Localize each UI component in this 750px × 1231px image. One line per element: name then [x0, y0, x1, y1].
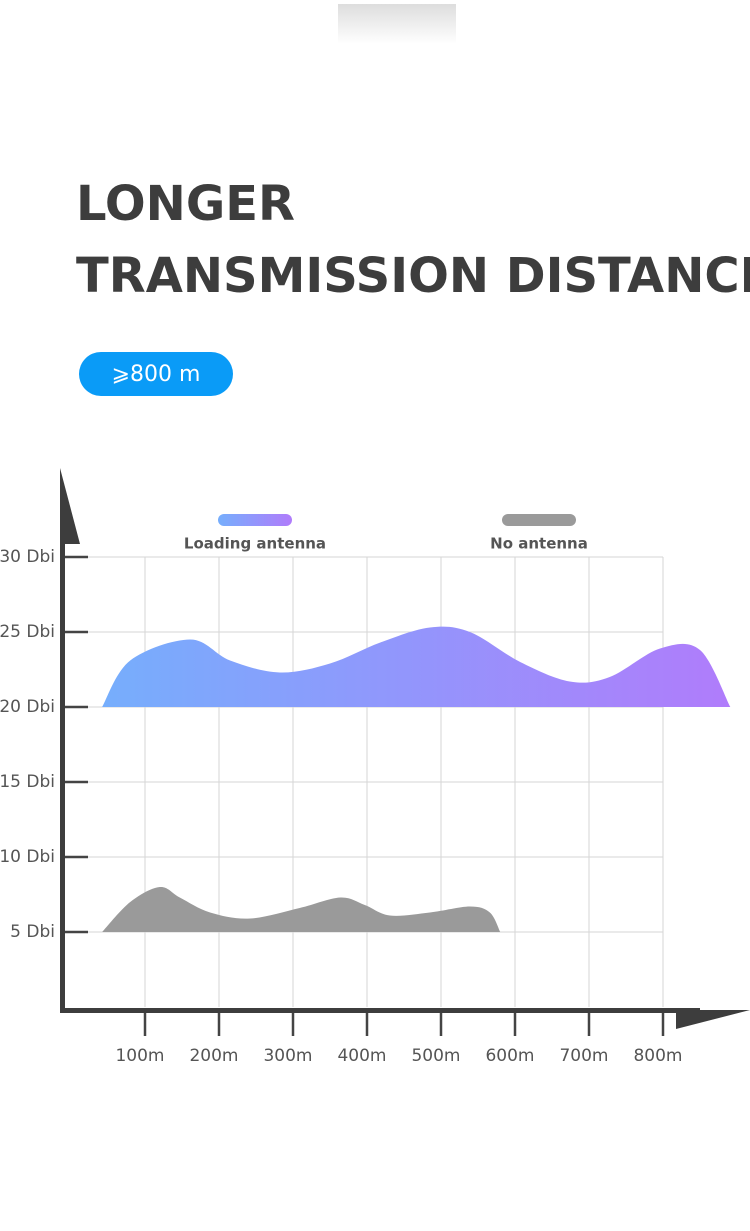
y-tick-label: 5 Dbi [10, 922, 55, 942]
area [102, 886, 501, 932]
x-tick-label: 800m [633, 1046, 682, 1066]
title-line: TRANSMISSION DISTANCE [76, 248, 750, 304]
y-axis-arrow [60, 468, 80, 544]
x-tick-label: 400m [337, 1046, 386, 1066]
x-tick-label: 500m [411, 1046, 460, 1066]
y-tick-label: 15 Dbi [0, 772, 55, 792]
area [102, 626, 731, 707]
badge [79, 352, 233, 396]
y-axis [60, 540, 65, 1010]
legend-swatch [218, 514, 292, 526]
legend-label: Loading antenna [184, 535, 326, 553]
y-tick-label: 10 Dbi [0, 847, 55, 867]
x-tick-label: 200m [189, 1046, 238, 1066]
badge-text: ⩾800 m [112, 362, 201, 387]
x-tick-label: 700m [559, 1046, 608, 1066]
legend-swatch [502, 514, 576, 526]
x-axis [60, 1008, 700, 1013]
y-tick-label: 20 Dbi [0, 697, 55, 717]
x-tick-label: 100m [115, 1046, 164, 1066]
y-tick-label: 25 Dbi [0, 622, 55, 642]
y-tick-label: 30 Dbi [0, 547, 55, 567]
x-tick-label: 300m [263, 1046, 312, 1066]
title-line: LONGER [76, 176, 295, 232]
chart: 5 Dbi 10 Dbi 15 Dbi 20 Dbi 25 Dbi 30 Dbi 100m 2… [0, 468, 750, 1066]
x-tick-label: 600m [485, 1046, 534, 1066]
faded-image [338, 4, 456, 44]
legend-label: No antenna [490, 535, 588, 553]
x-axis-arrow [676, 1010, 750, 1029]
